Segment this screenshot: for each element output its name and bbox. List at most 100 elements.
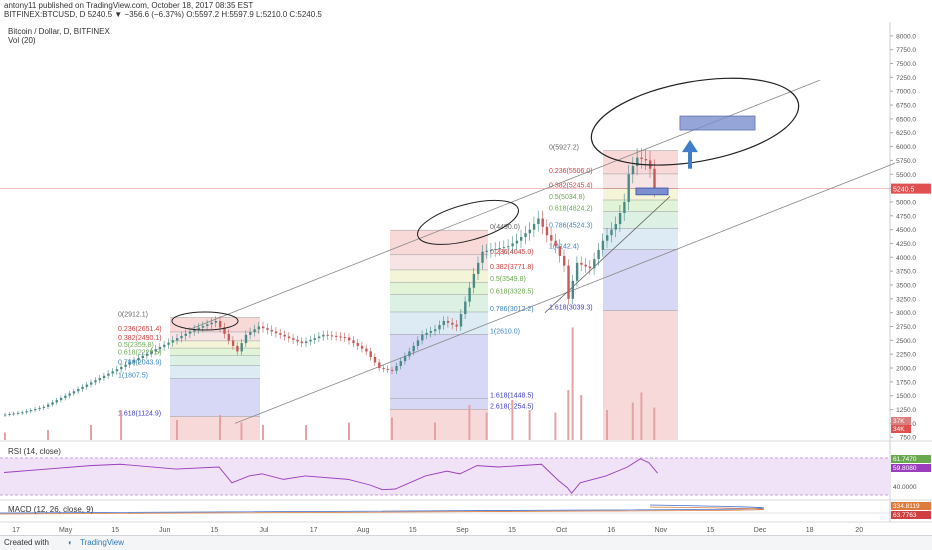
- volume-bar: [485, 412, 488, 440]
- up-arrow-icon: [682, 139, 698, 153]
- target-box: [679, 115, 756, 131]
- ticker-line: BITFINEX:BTCUSD, D 5240.5 ▼ −356.6 (−6.3…: [4, 10, 322, 19]
- y-tick-label: 3250.0: [896, 296, 916, 303]
- candle-body: [94, 380, 97, 383]
- candle-body: [68, 393, 71, 396]
- volume-bar: [176, 420, 178, 440]
- candle-body: [580, 262, 583, 265]
- candle-body: [485, 250, 488, 252]
- candle-body: [477, 262, 480, 274]
- candle-body: [167, 342, 170, 345]
- fib-zone: [390, 269, 488, 283]
- macd-line: [0, 504, 765, 514]
- fib-zone: [170, 355, 260, 366]
- candle-body: [124, 364, 127, 367]
- y-tick-label: 4000.0: [896, 255, 916, 262]
- volume-bar: [571, 327, 574, 440]
- candle-body: [188, 331, 192, 334]
- x-tick-label: Dec: [754, 527, 767, 534]
- candle-body: [352, 340, 355, 344]
- volume-bar: [240, 422, 243, 440]
- x-tick-label: May: [59, 527, 73, 534]
- volume-bar: [4, 432, 6, 440]
- footer-brand[interactable]: TradingView: [80, 538, 125, 547]
- fib-level-label: 0.618(4824.2): [549, 206, 593, 213]
- y-tick-label: 2250.0: [896, 352, 916, 359]
- fib-zone: [603, 211, 678, 229]
- candle-body: [330, 335, 334, 337]
- candle-body: [606, 235, 609, 241]
- footer-bar: Created with ◐ TradingView: [0, 535, 932, 550]
- candle-body: [446, 320, 450, 323]
- fib-level-label: 1.618(1448.5): [490, 393, 534, 400]
- candle-body: [395, 365, 398, 371]
- candle-body: [459, 314, 463, 327]
- candle-body: [541, 218, 544, 227]
- volume-bar: [262, 425, 264, 440]
- candle-body: [47, 404, 50, 407]
- macd-value-badge: [891, 502, 931, 510]
- candle-body: [42, 406, 46, 408]
- y-tick-label: 4250.0: [896, 241, 916, 248]
- candle-body: [348, 337, 351, 341]
- candle-body: [416, 340, 420, 346]
- x-tick-label: 15: [211, 527, 219, 534]
- y-tick-label: 5000.0: [896, 199, 916, 206]
- fib-level-label: 1(1807.5): [118, 373, 148, 380]
- rsi-value-label: 61.7470: [893, 456, 917, 463]
- candle-body: [287, 336, 291, 339]
- candle-body: [502, 247, 506, 249]
- candle-body: [158, 346, 162, 350]
- y-tick-label: 1500.0: [896, 393, 916, 400]
- volume-bar: [640, 392, 643, 440]
- fib-level-label: 0.786(2043.9): [118, 360, 162, 367]
- candle-body: [210, 322, 213, 325]
- candle-body: [520, 236, 523, 241]
- candle-body: [244, 334, 248, 344]
- y-tick-label: 5750.0: [896, 158, 916, 165]
- y-tick-label: 3750.0: [896, 269, 916, 276]
- candle-body: [399, 361, 402, 366]
- symbol-label: Bitcoin / Dollar, D, BITFINEX: [8, 27, 110, 36]
- volume-bar: [348, 422, 350, 440]
- volume-bar: [468, 405, 471, 440]
- candle-body: [266, 328, 269, 330]
- candle-body: [567, 265, 570, 299]
- macd-value-label: 334.8119: [893, 503, 920, 510]
- y-tick-label: 6250.0: [896, 130, 916, 137]
- candle-body: [141, 355, 144, 359]
- fib-zone: [603, 249, 678, 311]
- candle-body: [489, 249, 493, 251]
- annotation-ellipse: [171, 311, 239, 331]
- candle-body: [102, 375, 106, 378]
- volume-badge: [891, 425, 911, 433]
- fib-zone: [390, 254, 488, 270]
- candle-body: [545, 226, 549, 236]
- y-tick-label: 750.0: [900, 435, 917, 442]
- volume-badge-label: 37K: [893, 418, 905, 425]
- candle-body: [322, 334, 325, 337]
- y-tick-label: 1250.0: [896, 407, 916, 414]
- fib-level-label: 0.236(5506.0): [549, 168, 593, 175]
- fib-zone: [390, 409, 488, 440]
- y-tick-label: 2000.0: [896, 366, 916, 373]
- candle-body: [236, 345, 239, 352]
- candle-body: [644, 159, 648, 161]
- fib-zone: [603, 200, 678, 212]
- x-tick-label: 18: [806, 527, 814, 534]
- candle-body: [498, 248, 501, 250]
- candle-body: [55, 400, 58, 403]
- candle-body: [610, 229, 613, 236]
- x-tick-label: 15: [508, 527, 516, 534]
- x-tick-label: Sep: [456, 527, 469, 534]
- candle-body: [537, 218, 540, 225]
- y-tick-label: 6750.0: [896, 103, 916, 110]
- price-chart[interactable]: 750.01000.01250.01500.01750.02000.02250.…: [0, 0, 932, 536]
- candle-body: [335, 335, 338, 337]
- rsi-tick-label: 40.0000: [893, 484, 917, 491]
- x-tick-label: 15: [707, 527, 715, 534]
- candle-body: [29, 410, 33, 412]
- x-tick-label: Aug: [357, 527, 370, 534]
- fib-zone: [170, 378, 260, 417]
- candle-body: [249, 332, 252, 335]
